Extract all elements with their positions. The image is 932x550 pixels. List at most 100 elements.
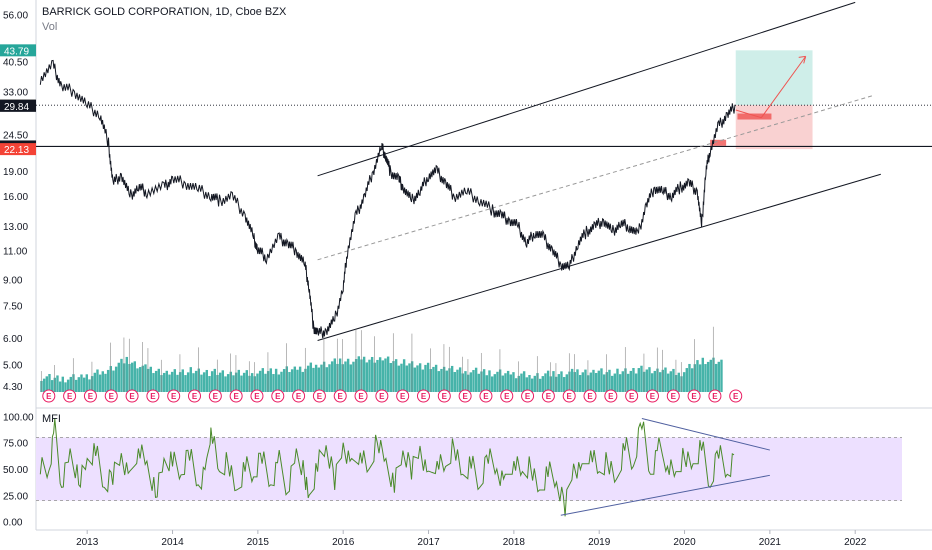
earnings-marker: E — [167, 389, 181, 403]
volume-bar — [264, 373, 267, 392]
volume-bar — [357, 356, 360, 392]
volume-bar — [157, 368, 160, 392]
earnings-circle — [146, 389, 160, 403]
volume-bar — [629, 370, 632, 392]
earnings-circle — [729, 389, 743, 403]
volume-bar — [413, 367, 416, 392]
volume-bar — [202, 372, 206, 392]
x-tick-label: 2019 — [588, 537, 611, 548]
volume-bar — [402, 359, 406, 392]
volume-bar — [154, 370, 158, 392]
path-arrow-down — [735, 109, 762, 119]
volume-bar — [165, 370, 168, 392]
volume-bar — [112, 370, 115, 392]
volume-bar — [221, 370, 224, 392]
volume-bar — [434, 364, 438, 392]
volume-bar — [120, 358, 123, 392]
earnings-marker: E — [604, 389, 618, 403]
volume-bar — [245, 370, 248, 392]
volume-bar — [306, 365, 310, 392]
earnings-circle — [437, 389, 451, 403]
x-tick-label: 2015 — [247, 537, 270, 548]
earnings-label: E — [629, 392, 635, 401]
price-series — [39, 59, 736, 339]
price-tick-label: 19.00 — [3, 167, 28, 178]
volume-bar — [88, 379, 91, 392]
volume-bar — [482, 369, 486, 392]
price-tick-label: 6.00 — [3, 334, 23, 345]
volume-bar — [645, 369, 648, 392]
earnings-marker: E — [541, 389, 555, 403]
earnings-marker: E — [63, 389, 77, 403]
earnings-label: E — [338, 392, 344, 401]
earnings-marker: E — [333, 389, 347, 403]
earnings-label: E — [296, 392, 302, 401]
earnings-marker: E — [416, 389, 430, 403]
volume-bar — [117, 362, 120, 392]
volume-bar — [370, 356, 374, 392]
earnings-marker: E — [250, 389, 264, 403]
volume-bar — [386, 356, 390, 392]
symbol-title[interactable]: BARRICK GOLD CORPORATION, 1D, Cboe BZX — [42, 6, 287, 18]
volume-bar — [592, 369, 595, 392]
earnings-circle — [521, 389, 535, 403]
volume-bar — [650, 373, 654, 392]
earnings-marker: E — [500, 389, 514, 403]
volume-bar — [176, 374, 179, 392]
price-line — [39, 59, 736, 339]
earnings-circle — [562, 389, 576, 403]
price-tag-bg — [0, 143, 36, 156]
volume-bar — [610, 375, 614, 392]
earnings-label: E — [671, 392, 677, 401]
earnings-marker: E — [125, 389, 139, 403]
volume-bar — [544, 373, 547, 392]
volume-bar — [173, 369, 176, 392]
volume-bar — [50, 380, 54, 392]
volume-bar — [653, 370, 656, 392]
volume-bar — [189, 367, 192, 392]
volume-bar — [525, 377, 528, 392]
earnings-circle — [708, 389, 722, 403]
earnings-label: E — [546, 392, 552, 401]
earnings-label: E — [712, 392, 718, 401]
volume-bar — [349, 364, 352, 392]
volume-bar — [314, 364, 318, 392]
price-tick-label: 33.00 — [3, 87, 28, 98]
earnings-label: E — [275, 392, 281, 401]
earnings-marker: E — [42, 389, 56, 403]
volume-bar — [696, 360, 699, 392]
earnings-label: E — [88, 392, 94, 401]
volume-bar — [240, 375, 243, 392]
mfi-label[interactable]: MFI — [42, 413, 61, 425]
volume-bar — [237, 369, 240, 392]
volume-bar — [589, 372, 592, 392]
volume-bar — [277, 374, 280, 392]
position-zones — [710, 50, 813, 150]
volume-bar — [472, 370, 475, 392]
price-tag: 22.13 — [0, 143, 36, 156]
volume-bar — [717, 361, 720, 392]
earnings-circle — [458, 389, 472, 403]
price-tick-label: 16.00 — [3, 192, 28, 203]
volume-bar — [301, 371, 304, 392]
volume-bar — [224, 376, 227, 392]
volume-bar — [269, 368, 272, 392]
volume-bar — [290, 369, 294, 392]
earnings-marker: E — [479, 389, 493, 403]
earnings-label: E — [567, 392, 573, 401]
mfi-trendline-lower — [560, 474, 770, 516]
volume-bar — [69, 376, 72, 392]
volume-bar — [61, 376, 64, 392]
earnings-marker: E — [104, 389, 118, 403]
volume-label[interactable]: Vol — [42, 21, 58, 33]
price-tag: 29.84 — [0, 99, 36, 113]
volume-bar — [394, 359, 398, 392]
mfi-tick-label: 100.00 — [3, 412, 34, 423]
chart-header: BARRICK GOLD CORPORATION, 1D, Cboe BZX V… — [42, 6, 286, 33]
earnings-label: E — [254, 392, 260, 401]
x-tick-label: 2017 — [417, 537, 440, 548]
earnings-label: E — [483, 392, 489, 401]
volume-bar — [602, 374, 606, 392]
price-tag: 43.79 — [0, 44, 36, 57]
x-tick-label: 2018 — [503, 537, 526, 548]
